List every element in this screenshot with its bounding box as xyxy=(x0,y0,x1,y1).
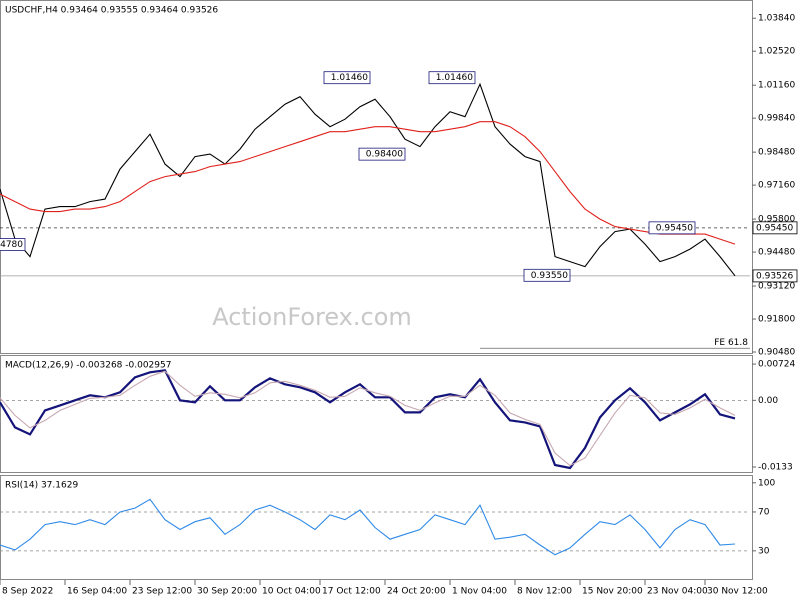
y-tick-label: 0.99840 xyxy=(758,114,795,124)
x-tick-label: 30 Nov 12:00 xyxy=(707,587,768,597)
y-tick-label: 30 xyxy=(758,546,770,556)
y-tick-label: 0.00 xyxy=(758,396,778,406)
annotation-label: 1.01460 xyxy=(331,73,368,83)
price-label-box xyxy=(752,269,798,283)
annotation-box xyxy=(428,71,476,85)
x-tick-label: 24 Oct 20:00 xyxy=(387,587,446,597)
x-tick-label: 23 Sep 12:00 xyxy=(132,587,192,597)
y-tick-label: 100 xyxy=(758,478,775,488)
price-label: 0.93526 xyxy=(756,271,793,281)
panel-title: MACD(12,26,9) -0.003268 -0.002957 xyxy=(5,361,171,371)
annotation-label: 0.93550 xyxy=(531,271,568,281)
y-tick-label: 1.01160 xyxy=(758,81,795,91)
y-tick-label: 0.97160 xyxy=(758,181,795,191)
y-tick-label: 0.95800 xyxy=(758,215,795,225)
x-tick-label: 8 Nov 12:00 xyxy=(517,587,572,597)
annotation-box xyxy=(358,147,406,161)
x-tick-label: 16 Sep 04:00 xyxy=(67,587,127,597)
y-tick-label: 1.03840 xyxy=(758,14,795,24)
annotation-label: 0.95450 xyxy=(656,223,693,233)
y-tick-label: 0.90480 xyxy=(758,348,795,358)
watermark: ActionForex.com xyxy=(212,303,412,331)
price-panel xyxy=(0,0,753,354)
x-tick-label: 10 Oct 04:00 xyxy=(262,587,321,597)
annotation-label: 0.98400 xyxy=(366,150,403,160)
y-tick-label: 0.98480 xyxy=(758,148,795,158)
y-tick-label: 0.91800 xyxy=(758,315,795,325)
series-line xyxy=(0,121,736,245)
series-line xyxy=(0,370,736,467)
y-tick-label: 0.94480 xyxy=(758,248,795,258)
annotation-label: 4780 xyxy=(0,240,23,250)
y-tick-label: 0.00724 xyxy=(758,360,795,370)
price-label-box xyxy=(752,221,798,235)
x-tick-label: 23 Nov 04:00 xyxy=(647,587,708,597)
panel-title: USDCHF,H4 0.93464 0.93555 0.93464 0.9352… xyxy=(5,6,218,16)
y-tick-label: 1.02520 xyxy=(758,47,795,57)
fibo-label: FE 61.8 xyxy=(714,338,748,348)
macd-panel xyxy=(0,355,753,473)
series-line xyxy=(0,369,736,470)
x-tick-label: 15 Nov 20:00 xyxy=(582,587,643,597)
panel-title: RSI(14) 37.1629 xyxy=(5,481,78,491)
x-tick-label: 1 Nov 04:00 xyxy=(452,587,507,597)
y-tick-label: -0.0133 xyxy=(758,462,793,472)
annotation-box xyxy=(648,221,696,235)
annotation-box xyxy=(323,71,371,85)
x-tick-label: 8 Sep 2022 xyxy=(2,587,53,597)
x-tick-label: 30 Sep 20:00 xyxy=(197,587,257,597)
series-line xyxy=(0,82,736,277)
rsi-panel xyxy=(0,475,753,580)
y-tick-label: 70 xyxy=(758,507,770,517)
annotation-box xyxy=(523,268,571,282)
y-tick-label: 0.93120 xyxy=(758,282,795,292)
annotation-box xyxy=(0,238,26,251)
price-label: 0.95450 xyxy=(756,223,793,233)
x-tick-label: 17 Oct 12:00 xyxy=(322,587,381,597)
series-line xyxy=(0,498,736,556)
annotation-label: 1.01460 xyxy=(436,73,473,83)
